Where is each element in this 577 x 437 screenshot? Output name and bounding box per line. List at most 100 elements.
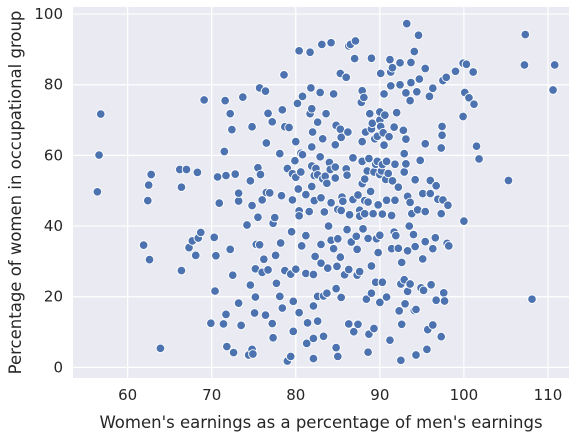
data-point xyxy=(209,232,219,243)
data-point xyxy=(379,89,389,99)
data-point xyxy=(343,264,354,275)
data-point xyxy=(428,83,438,94)
data-point xyxy=(503,175,514,186)
data-point xyxy=(332,261,342,272)
data-point xyxy=(369,323,379,334)
data-point xyxy=(420,206,430,217)
data-point xyxy=(316,258,326,268)
data-point xyxy=(401,88,411,98)
data-point xyxy=(294,307,304,318)
data-point xyxy=(238,92,248,102)
data-point xyxy=(222,341,232,352)
data-point xyxy=(396,319,407,330)
data-point xyxy=(519,60,530,70)
data-point xyxy=(326,197,336,208)
plot-area xyxy=(73,7,569,378)
y-tick-label: 60 xyxy=(44,146,63,164)
data-point xyxy=(315,152,325,162)
data-point xyxy=(428,320,438,330)
data-point xyxy=(322,178,332,189)
data-point xyxy=(143,180,154,190)
data-point xyxy=(400,299,410,309)
data-point xyxy=(306,83,316,93)
data-point xyxy=(520,29,531,40)
data-point xyxy=(336,205,346,216)
data-point xyxy=(375,68,386,79)
data-point xyxy=(385,54,395,65)
data-point xyxy=(468,67,478,77)
data-point xyxy=(436,143,446,153)
data-point xyxy=(233,188,244,198)
data-point xyxy=(410,175,420,185)
data-point xyxy=(357,136,367,147)
data-point xyxy=(396,257,407,268)
data-point xyxy=(387,176,398,186)
data-point xyxy=(405,95,415,106)
data-point xyxy=(206,318,216,328)
data-point xyxy=(219,146,230,157)
y-tick-labels: 0 20 40 60 80 100 xyxy=(34,5,63,376)
x-tick-label: 70 xyxy=(202,386,221,404)
data-point xyxy=(247,200,257,211)
data-point xyxy=(410,241,420,252)
data-point xyxy=(364,153,374,164)
data-point xyxy=(431,295,441,306)
data-point xyxy=(212,172,223,182)
data-point xyxy=(308,269,319,280)
data-point xyxy=(284,122,294,133)
data-point xyxy=(351,231,362,242)
data-point xyxy=(353,319,363,330)
data-point xyxy=(424,91,435,102)
data-point xyxy=(411,304,421,315)
data-point xyxy=(381,195,392,206)
data-point xyxy=(363,347,373,357)
data-point xyxy=(363,233,373,244)
data-point xyxy=(319,207,330,217)
data-point xyxy=(275,238,286,248)
data-point xyxy=(242,220,252,230)
data-point xyxy=(225,244,235,255)
data-point xyxy=(443,200,453,210)
data-point xyxy=(458,111,468,122)
data-point xyxy=(247,122,257,132)
data-point xyxy=(426,279,436,290)
data-point xyxy=(211,250,221,261)
data-point xyxy=(366,288,377,298)
data-point xyxy=(401,134,411,144)
data-point xyxy=(386,210,397,221)
y-tick-label: 0 xyxy=(53,358,63,376)
data-point xyxy=(307,104,317,114)
data-point xyxy=(326,37,336,48)
data-point xyxy=(328,243,339,254)
data-point xyxy=(389,122,399,132)
data-point xyxy=(331,342,341,353)
data-point xyxy=(399,167,409,177)
data-point xyxy=(276,190,287,201)
data-point xyxy=(330,140,341,150)
data-point xyxy=(286,226,297,237)
data-point xyxy=(342,224,352,235)
x-axis-label: Women's earnings as a percentage of men'… xyxy=(99,413,542,432)
data-point xyxy=(304,206,314,217)
data-point xyxy=(474,154,484,164)
data-point xyxy=(176,182,187,192)
data-point xyxy=(548,85,558,95)
data-point xyxy=(268,332,278,343)
data-point xyxy=(402,246,413,256)
data-point xyxy=(285,351,296,362)
data-point xyxy=(225,108,235,119)
x-tick-label: 90 xyxy=(370,386,389,404)
data-point xyxy=(317,39,327,50)
data-point xyxy=(293,184,304,194)
data-point xyxy=(144,254,155,265)
data-point xyxy=(290,155,300,166)
data-point xyxy=(343,319,354,329)
data-point xyxy=(414,74,425,84)
data-point xyxy=(301,338,312,349)
data-point xyxy=(383,168,394,179)
data-point xyxy=(398,125,409,136)
data-point xyxy=(333,351,343,362)
data-point xyxy=(250,292,261,302)
data-point xyxy=(387,63,398,73)
